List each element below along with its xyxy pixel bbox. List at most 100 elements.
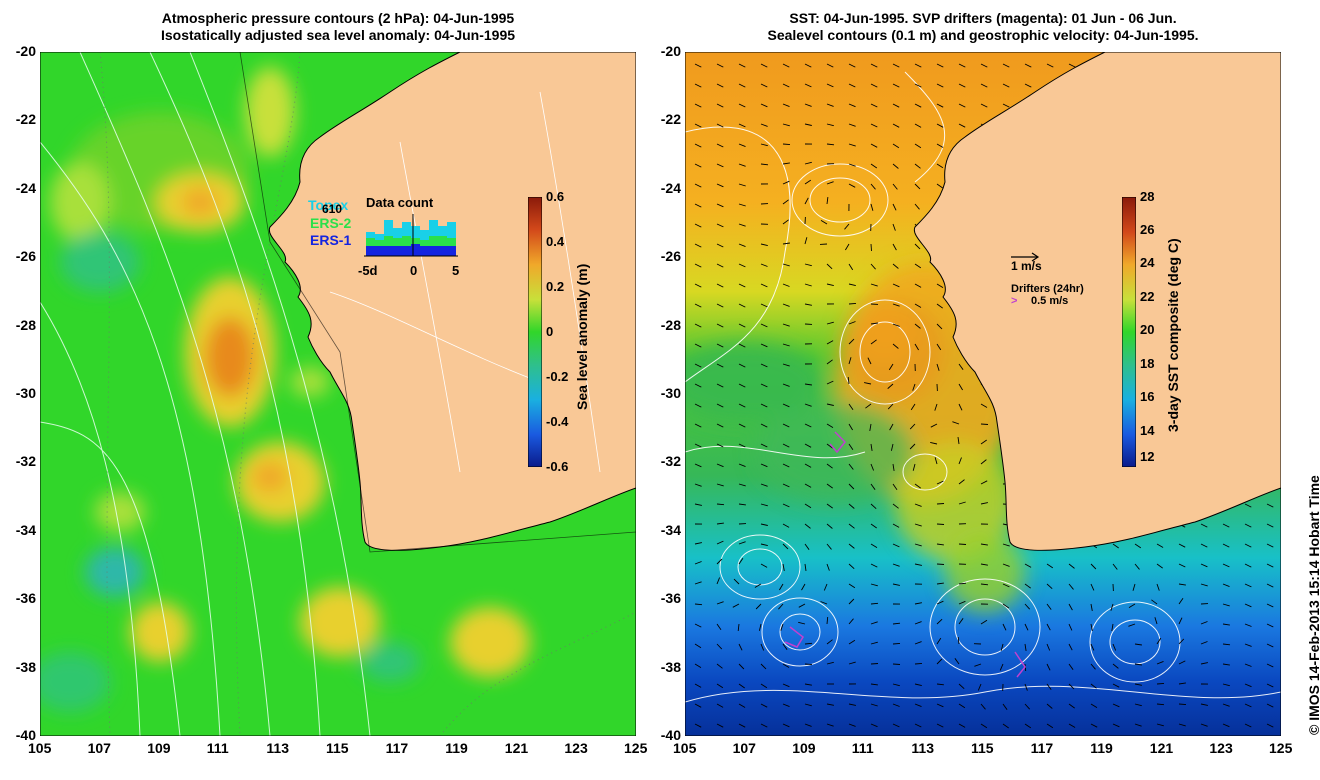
velocity-arrow (936, 303, 943, 309)
velocity-arrow (804, 403, 812, 407)
latitude-tick: -30 (660, 385, 681, 401)
velocity-arrow (782, 363, 790, 367)
velocity-arrow (914, 563, 922, 566)
velocity-arrow (760, 323, 768, 328)
velocity-arrow (694, 423, 702, 428)
velocity-arrow (716, 443, 724, 448)
velocity-arrow (760, 703, 768, 708)
velocity-arrow (760, 483, 768, 487)
velocity-arrow (936, 343, 942, 351)
velocity-arrow (958, 479, 965, 485)
velocity-arrow (892, 343, 899, 349)
sst-map[interactable]: 1 m/s Drifters (24hr) > 0.5 m/s 28 26 24… (685, 52, 1281, 736)
velocity-arrow (826, 403, 834, 406)
velocity-arrow (1132, 583, 1136, 591)
latitude-tick: -22 (15, 111, 36, 128)
velocity-arrow (1156, 563, 1163, 569)
velocity-arrow (1222, 563, 1230, 568)
velocity-arrow (848, 523, 855, 529)
velocity-arrow (1200, 723, 1208, 727)
velocity-arrow (716, 540, 724, 545)
longitude-tick: 123 (1209, 740, 1233, 756)
velocity-arrow (716, 403, 724, 408)
velocity-arrow (1128, 623, 1136, 627)
velocity-arrow (1134, 663, 1142, 666)
velocity-arrow (760, 143, 768, 147)
velocity-arrow (848, 583, 856, 589)
velocity-arrow (936, 683, 944, 686)
velocity-arrow (980, 723, 988, 729)
velocity-arrow (867, 357, 872, 365)
depth-contours (99, 52, 636, 736)
velocity-arrow (870, 263, 876, 270)
velocity-arrow (738, 343, 746, 348)
velocity-arrow (1266, 543, 1274, 548)
velocity-arrow (801, 583, 806, 591)
pressure-contours (40, 52, 371, 736)
velocity-arrow (716, 643, 723, 650)
velocity-arrow (716, 303, 724, 308)
velocity-arrow (738, 123, 746, 128)
velocity-arrow (1244, 563, 1252, 568)
velocity-arrow (914, 103, 922, 108)
left-panel-title: Atmospheric pressure contours (2 hPa): 0… (40, 10, 636, 44)
velocity-arrow (1266, 663, 1274, 668)
velocity-arrow (738, 643, 743, 651)
velocity-arrow (890, 443, 894, 451)
velocity-arrow (914, 343, 919, 351)
sst-cbar-tick-8: 12 (1140, 449, 1155, 464)
drifter-legend-icon: > (1011, 295, 1018, 307)
velocity-arrow (716, 63, 724, 68)
velocity-arrow (782, 383, 790, 387)
velocity-arrow (914, 662, 923, 665)
velocity-arrow (936, 703, 944, 708)
velocity-arrow (1266, 683, 1274, 688)
velocity-arrow (909, 443, 916, 450)
latitude-tick: -40 (660, 727, 681, 743)
velocity-arrow (870, 483, 876, 490)
longitude-tick: 109 (792, 740, 816, 756)
longitude-tick: 113 (266, 740, 289, 756)
velocity-arrow (1002, 583, 1010, 588)
velocity-arrow (1024, 643, 1027, 651)
velocity-arrow (980, 63, 988, 68)
velocity-arrow (1090, 583, 1095, 591)
velocity-arrow (1266, 503, 1274, 508)
velocity-arrow (760, 263, 768, 267)
velocity-arrow (782, 703, 790, 708)
velocity-arrow (694, 561, 702, 565)
velocity-arrow (958, 683, 965, 690)
velocity-arrow (782, 162, 790, 165)
velocity-arrow (1178, 703, 1187, 706)
velocity-arrow (1244, 503, 1252, 508)
velocity-arrow (782, 483, 790, 488)
velocity-arrow (738, 383, 746, 388)
velocity-arrow (738, 443, 746, 448)
longitude-tick: 111 (206, 740, 229, 756)
velocity-arrow (1090, 723, 1098, 728)
velocity-arrow (804, 237, 808, 245)
velocity-arrow (936, 183, 943, 189)
velocity-arrow (1178, 723, 1186, 727)
velocity-arrow (1156, 660, 1164, 665)
velocity-arrow (930, 441, 938, 445)
velocity-arrow (782, 63, 790, 68)
velocity-arrow (694, 83, 702, 88)
sla-map-graphic (40, 52, 636, 736)
velocity-arrow (1024, 83, 1032, 88)
sst-cbar-tick-7: 14 (1140, 423, 1155, 438)
velocity-arrow (1156, 723, 1164, 727)
velocity-arrow (870, 503, 877, 510)
velocity-arrow (1134, 563, 1140, 570)
velocity-arrow (958, 582, 967, 585)
velocity-arrow (1244, 523, 1252, 528)
velocity-arrow (826, 123, 834, 127)
sea-level-anomaly-map[interactable]: Data count Topex 610 ERS-2 ERS-1 -5d 0 5 (40, 52, 636, 736)
velocity-arrow (980, 83, 988, 88)
longitude-tick: 121 (504, 740, 529, 756)
velocity-arrow (1154, 617, 1158, 625)
velocity-arrow (1128, 603, 1136, 608)
velocity-arrow (1156, 637, 1162, 645)
velocity-arrow (1156, 583, 1160, 591)
latitude-tick: -36 (660, 590, 681, 607)
